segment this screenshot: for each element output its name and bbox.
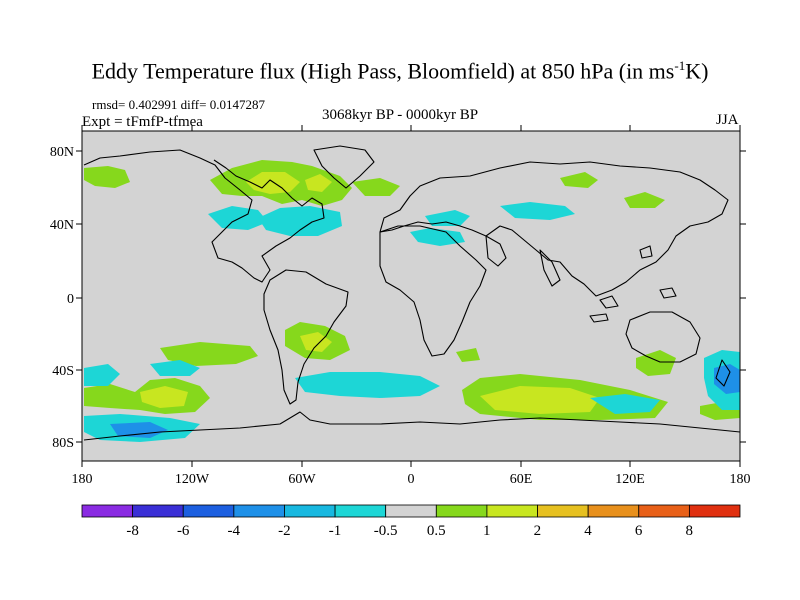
coastlines xyxy=(83,145,741,441)
colorbar xyxy=(81,504,741,518)
colorbar-label: -2 xyxy=(278,523,291,539)
experiment-label: Expt = tFmfP-tfmea xyxy=(82,114,203,130)
contour-region xyxy=(480,386,600,414)
contour-region xyxy=(624,192,665,208)
colorbar-label: 4 xyxy=(584,523,592,539)
coastline-arabia-india xyxy=(485,235,561,287)
colorbar-labels: -8 -6 -4 -2 -1 -0.5 0.5 1 2 4 6 8 xyxy=(126,523,693,539)
coastline-australia xyxy=(625,311,701,363)
lat-tick-label: 80N xyxy=(50,145,74,160)
contour-region xyxy=(258,206,342,236)
colorbar-label: 6 xyxy=(635,523,643,539)
contour-region xyxy=(295,372,440,398)
lon-tick-label: 120E xyxy=(615,472,645,487)
stats-text: rmsd= 0.402991 diff= 0.0147287 xyxy=(92,97,265,112)
contour-region xyxy=(456,348,480,362)
latitude-labels: 80N 40N 0 40S 80S xyxy=(50,145,74,451)
colorbar-label: -0.5 xyxy=(374,523,398,539)
contour-region xyxy=(110,422,168,438)
contour-region xyxy=(84,166,130,188)
colorbar-swatch xyxy=(435,504,488,518)
colorbar-swatch xyxy=(284,504,336,518)
lat-tick-label: 80S xyxy=(52,436,74,451)
colorbar-swatch xyxy=(233,504,285,518)
season-label: JJA xyxy=(716,112,739,128)
contour-region xyxy=(500,202,575,220)
lon-tick-label: 120W xyxy=(175,472,210,487)
coastline-africa xyxy=(379,225,487,357)
contour-region xyxy=(160,342,258,366)
coastline-eurasia xyxy=(379,161,729,297)
colorbar-swatch xyxy=(486,504,538,518)
map-title: Eddy Temperature flux (High Pass, Bloomf… xyxy=(91,58,709,84)
lon-tick-label: 180 xyxy=(72,472,93,487)
coastline-north-america xyxy=(83,149,325,283)
contour-region xyxy=(208,206,268,230)
longitude-axis xyxy=(81,125,741,467)
colorbar-label: -6 xyxy=(177,523,190,539)
contour-region xyxy=(300,332,332,352)
contour-region xyxy=(590,394,660,414)
period-label: 3068kyr BP - 0000kyr BP xyxy=(322,107,479,123)
colorbar-swatch xyxy=(81,504,134,518)
lat-tick-label: 0 xyxy=(67,292,74,307)
colorbar-label: -4 xyxy=(228,523,241,539)
latitude-axis xyxy=(76,150,746,443)
contour-region xyxy=(84,364,120,386)
colorbar-swatch xyxy=(638,504,690,518)
coastline-antarctica xyxy=(83,411,741,441)
lon-tick-label: 0 xyxy=(408,472,415,487)
colorbar-swatch xyxy=(587,504,640,518)
contour-region xyxy=(150,360,200,376)
colorbar-label: 0.5 xyxy=(427,523,446,539)
contour-region xyxy=(246,172,300,194)
contour-region xyxy=(410,228,465,246)
colorbar-label: 2 xyxy=(534,523,542,539)
contour-region xyxy=(140,386,188,408)
longitude-labels: 180 120W 60W 0 60E 120E 180 xyxy=(72,472,751,487)
colorbar-swatch xyxy=(537,504,589,518)
colorbar-swatch xyxy=(688,504,741,518)
map-panel xyxy=(81,130,741,462)
colorbar-label: -8 xyxy=(126,523,139,539)
contour-region xyxy=(352,178,400,196)
colorbar-label: -1 xyxy=(329,523,342,539)
negative-anomaly-fields xyxy=(84,202,740,442)
colorbar-swatch xyxy=(132,504,184,518)
contour-region xyxy=(425,210,470,226)
lon-tick-label: 60E xyxy=(510,472,533,487)
colorbar-swatch xyxy=(385,504,437,518)
coastline-greenland xyxy=(313,145,375,189)
colorbar-swatch xyxy=(182,504,235,518)
lat-tick-label: 40S xyxy=(52,364,74,379)
colorbar-swatch xyxy=(334,504,387,518)
contour-region xyxy=(560,172,598,188)
contour-region xyxy=(305,174,332,192)
lat-tick-label: 40N xyxy=(50,218,74,233)
coastline-islands xyxy=(589,245,677,323)
lon-tick-label: 180 xyxy=(730,472,751,487)
lon-tick-label: 60W xyxy=(288,472,316,487)
colorbar-label: 1 xyxy=(483,523,491,539)
colorbar-label: 8 xyxy=(685,523,693,539)
coastline-south-america xyxy=(263,269,349,405)
coastline-new-zealand xyxy=(715,359,731,387)
